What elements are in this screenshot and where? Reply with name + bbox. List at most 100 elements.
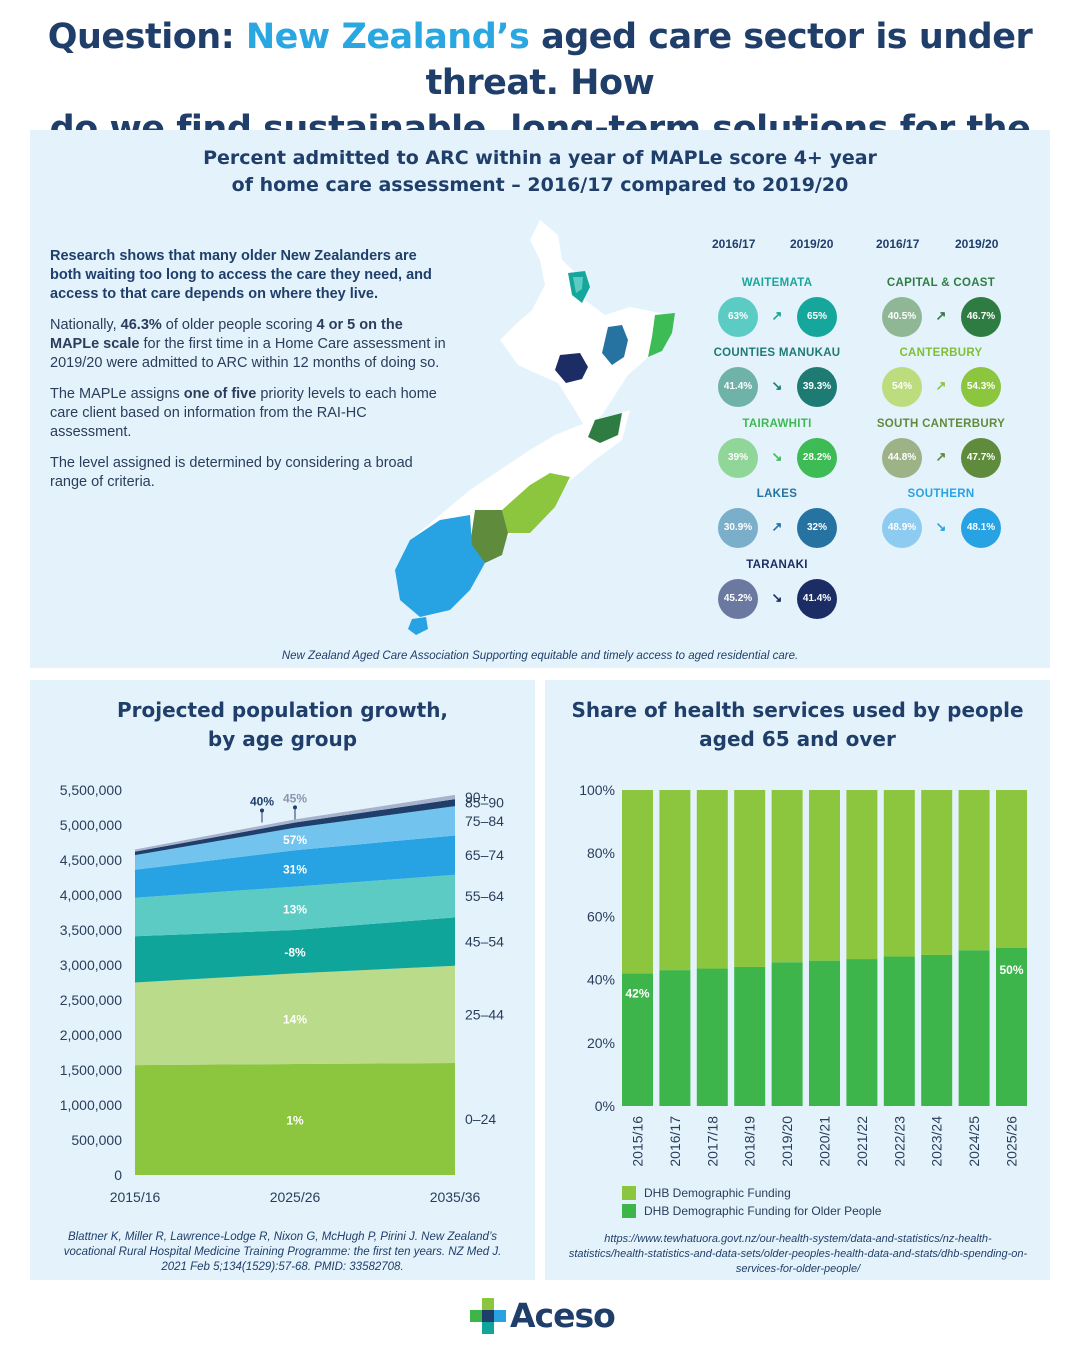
aceso-wordmark: Aceso bbox=[510, 1296, 616, 1335]
bar-older-people bbox=[809, 960, 840, 1106]
y-tick-label: 100% bbox=[579, 782, 615, 798]
share-legend: DHB Demographic Funding DHB Demographic … bbox=[622, 1186, 881, 1218]
bar-demographic bbox=[996, 790, 1027, 948]
x-tick-label: 2017/18 bbox=[704, 1116, 720, 1167]
bar-demographic bbox=[809, 790, 840, 961]
bar-older-people bbox=[996, 948, 1027, 1106]
dhb-value-2019: 39.3% bbox=[797, 367, 837, 407]
area-band-90+ bbox=[135, 794, 455, 852]
dhb-value-2019: 47.7% bbox=[961, 438, 1001, 478]
series-label: 65–74 bbox=[465, 847, 504, 863]
national-rate: 46.3% bbox=[120, 317, 162, 333]
growth-label: 57% bbox=[283, 833, 307, 847]
series-label: 90+ bbox=[465, 789, 489, 805]
bar-older-people bbox=[659, 970, 691, 1106]
bar-demographic bbox=[622, 790, 653, 974]
dhb-value-2019: 41.4% bbox=[797, 579, 837, 619]
dhb-name: TAIRAWHITI bbox=[742, 418, 812, 430]
data-label-last: 50% bbox=[999, 963, 1023, 977]
bar-older-people bbox=[921, 954, 953, 1106]
year-header-left-2019: 2019/20 bbox=[790, 237, 834, 251]
legend-swatch bbox=[622, 1204, 636, 1218]
dhb-value-2019: 54.3% bbox=[961, 367, 1001, 407]
y-tick-label: 0% bbox=[595, 1098, 615, 1114]
bar-older-people bbox=[696, 968, 728, 1106]
y-tick-label: 500,000 bbox=[71, 1132, 122, 1148]
nz-map bbox=[395, 220, 675, 635]
intro-lead: Research shows that many older New Zeala… bbox=[50, 248, 432, 302]
series-label: 25–44 bbox=[465, 1006, 504, 1022]
region-southern bbox=[395, 515, 485, 617]
series-label: 55–64 bbox=[465, 888, 504, 904]
y-tick-label: 5,000,000 bbox=[60, 817, 122, 833]
bar-older-people bbox=[846, 959, 878, 1106]
growth-label: 14% bbox=[283, 1013, 307, 1027]
region-capital-coast bbox=[588, 413, 622, 443]
bar-demographic bbox=[659, 790, 691, 971]
headline-prefix: Question: bbox=[47, 17, 246, 57]
year-header-right-2019: 2019/20 bbox=[955, 237, 999, 251]
intro-paragraph-3: The MAPLe assigns one of five priority l… bbox=[50, 386, 437, 440]
year-header-left-2016: 2016/17 bbox=[712, 237, 756, 251]
y-tick-label: 3,500,000 bbox=[60, 922, 122, 938]
x-tick-label: 2018/19 bbox=[742, 1116, 758, 1167]
population-source: Blattner K, Miller R, Lawrence-Lodge R, … bbox=[63, 1231, 502, 1273]
callout-dot bbox=[260, 808, 264, 813]
x-tick-label: 2025/26 bbox=[270, 1189, 321, 1205]
trend-down-icon: ↘ bbox=[771, 449, 783, 464]
y-tick-label: 1,000,000 bbox=[60, 1097, 122, 1113]
callout-dot bbox=[293, 805, 297, 810]
x-tick-label: 2025/26 bbox=[1004, 1116, 1020, 1167]
arc-panel-title: Percent admitted to ARC within a year of… bbox=[30, 145, 1050, 199]
intro-paragraph-4: The level assigned is determined by cons… bbox=[50, 455, 413, 490]
headline-accent: New Zealand’s bbox=[245, 17, 530, 57]
dhb-value-2019: 48.1% bbox=[961, 508, 1001, 548]
share-bar-chart: 0% 20% 40% 60% 80% 100% 2015/16 2016/17 2017/18 2… bbox=[579, 782, 1027, 1167]
growth-label: 31% bbox=[283, 862, 307, 876]
area-band-0–24 bbox=[135, 1063, 455, 1175]
share-title: Share of health services used by people … bbox=[545, 696, 1050, 754]
dhb-value-2019: 65% bbox=[797, 297, 837, 337]
dhb-value-2016: 45.2% bbox=[718, 579, 758, 619]
bar-older-people bbox=[734, 966, 766, 1106]
trend-down-icon: ↘ bbox=[935, 519, 947, 534]
y-tick-label: 60% bbox=[587, 908, 615, 924]
bar-demographic bbox=[696, 790, 728, 969]
trend-up-icon: ↗ bbox=[935, 378, 947, 393]
bar-demographic bbox=[771, 790, 803, 963]
population-area-chart: 0 500,000 1,000,000 1,500,000 2,000,000 2,500… bbox=[60, 782, 504, 1205]
north-island bbox=[500, 220, 670, 427]
dhb-value-2016: 48.9% bbox=[882, 508, 922, 548]
x-tick-label: 2021/22 bbox=[854, 1116, 870, 1167]
y-tick-label: 40% bbox=[587, 972, 615, 988]
area-band-75–84 bbox=[135, 806, 455, 870]
headline-line1: Question: New Zealand’s aged care sector… bbox=[0, 14, 1080, 106]
aceso-cross-icon bbox=[470, 1298, 506, 1334]
dhb-name: TARANAKI bbox=[746, 559, 808, 571]
y-tick-label: 20% bbox=[587, 1035, 615, 1051]
region-waitemata-ring bbox=[573, 277, 583, 293]
y-tick-label: 4,000,000 bbox=[60, 887, 122, 903]
y-tick-label: 2,500,000 bbox=[60, 992, 122, 1008]
arc-title-line2: of home care assessment – 2016/17 compar… bbox=[231, 174, 849, 196]
dhb-value-2016: 63% bbox=[718, 297, 758, 337]
growth-label: 1% bbox=[286, 1114, 304, 1128]
area-band-55–64 bbox=[135, 874, 455, 937]
dhb-value-2019: 32% bbox=[797, 508, 837, 548]
region-canterbury bbox=[502, 473, 570, 533]
trend-up-icon: ↗ bbox=[771, 519, 783, 534]
arc-title-line1: Percent admitted to ARC within a year of… bbox=[203, 147, 877, 169]
headline-rest: aged care sector is under threat. How bbox=[425, 17, 1033, 103]
bar-demographic bbox=[921, 790, 953, 955]
y-tick-label: 1,500,000 bbox=[60, 1062, 122, 1078]
trend-down-icon: ↘ bbox=[771, 378, 783, 393]
bar-demographic bbox=[734, 790, 766, 967]
series-label: 85–90 bbox=[465, 795, 504, 811]
x-tick-label: 2016/17 bbox=[667, 1116, 683, 1167]
dhb-value-2016: 41.4% bbox=[718, 367, 758, 407]
trend-up-icon: ↗ bbox=[935, 308, 947, 323]
bar-older-people bbox=[958, 950, 990, 1106]
trend-up-icon: ↗ bbox=[771, 308, 783, 323]
y-tick-label: 80% bbox=[587, 845, 615, 861]
dhb-value-2016: 30.9% bbox=[718, 508, 758, 548]
